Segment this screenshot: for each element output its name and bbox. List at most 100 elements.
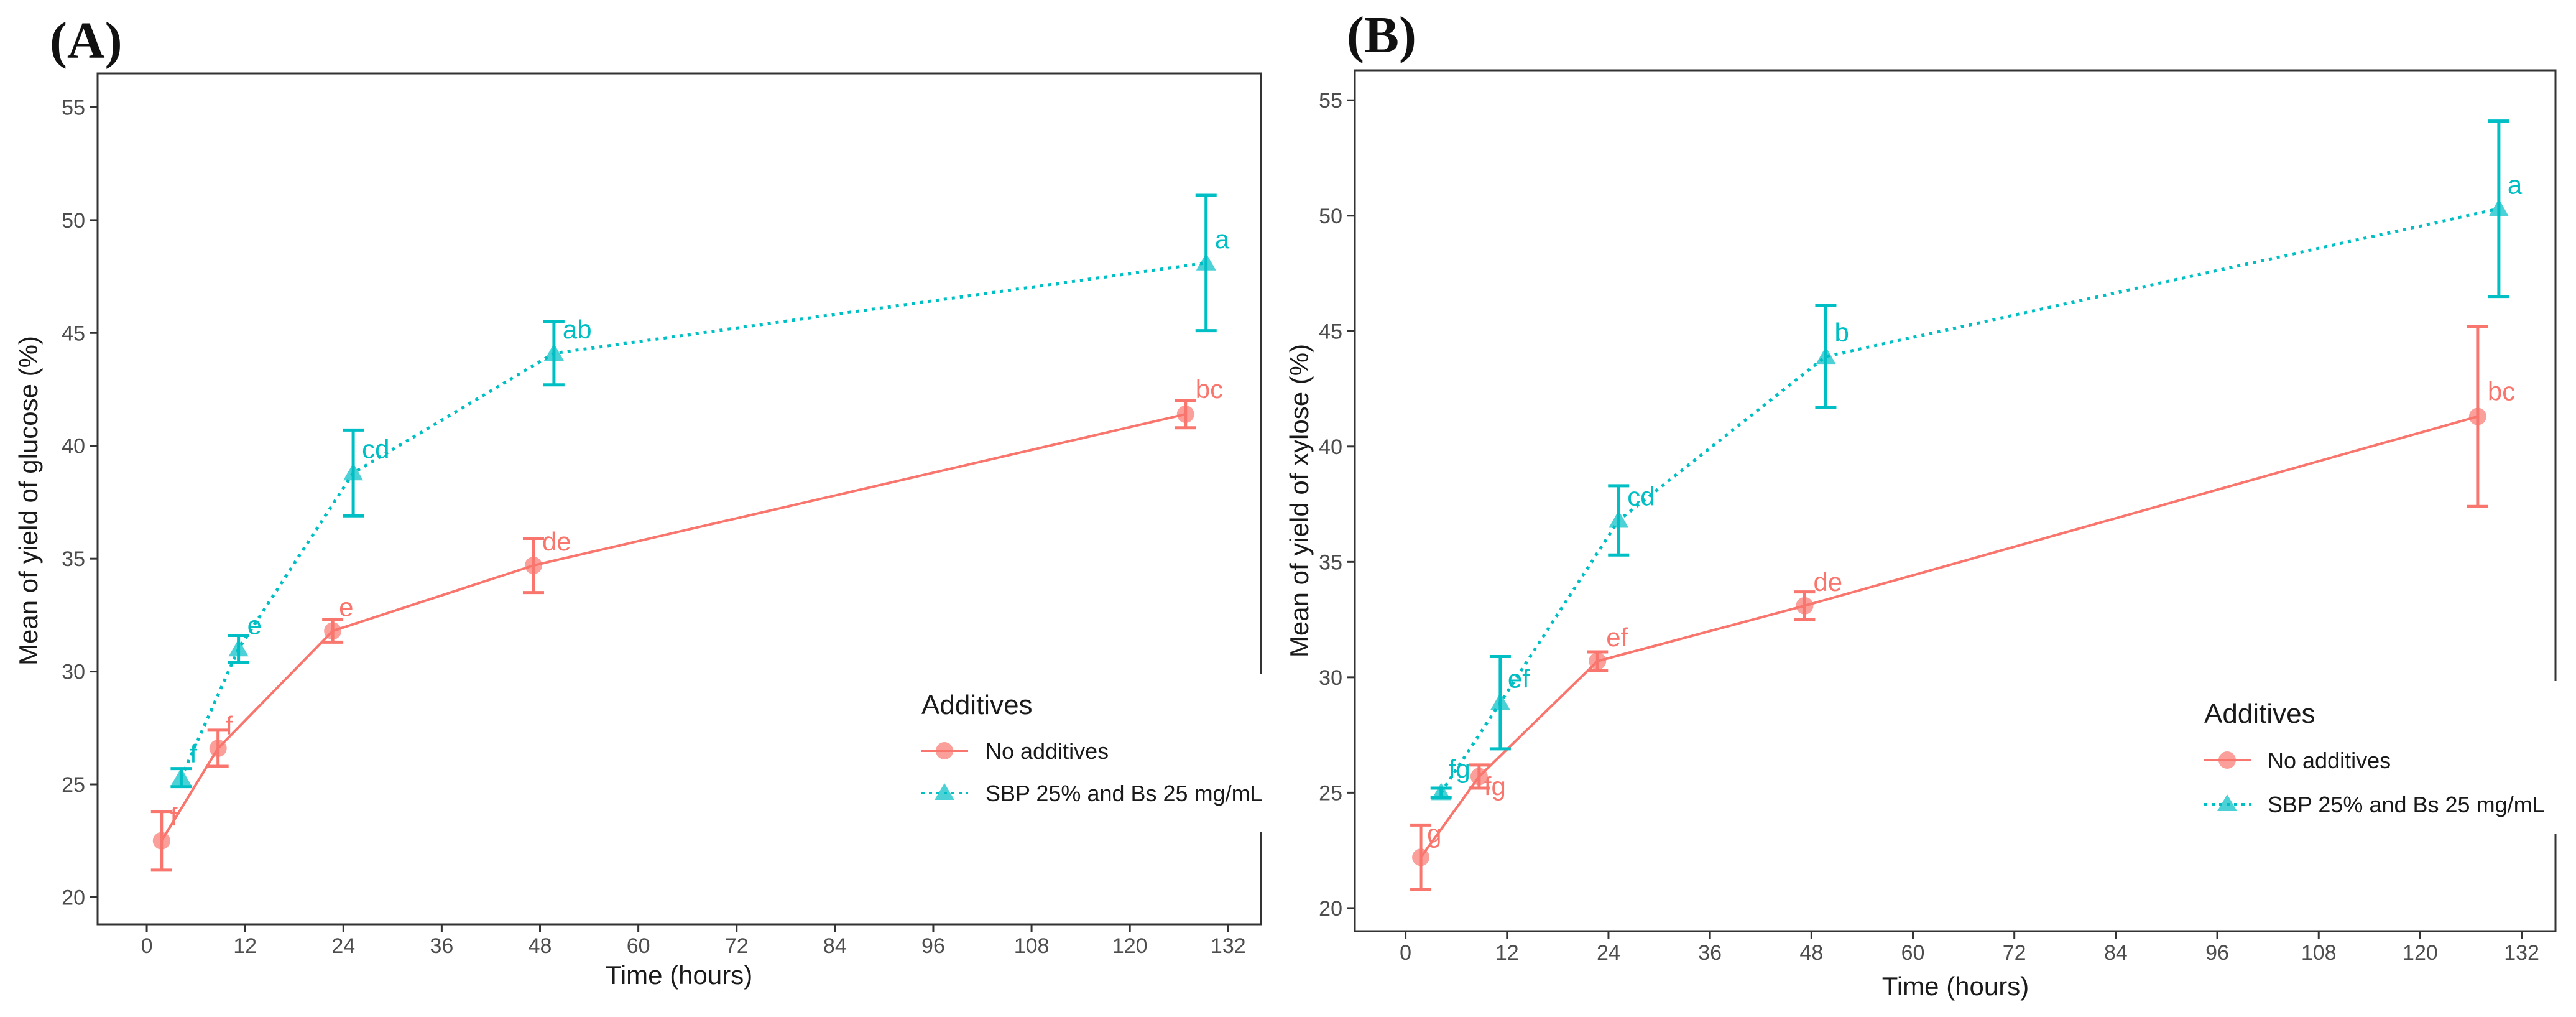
panel-b-legend: Additives No additives SBP 25% and Bs 25… xyxy=(2204,699,2545,817)
panel-a-legend-key-sbp xyxy=(921,783,968,800)
y-tick-label: 35 xyxy=(1319,550,1342,574)
significance-label: a xyxy=(2508,170,2523,200)
data-point xyxy=(152,832,170,850)
panel-a-axis-ticks: 0 12 24 36 48 60 72 84 96 108 120 132 20 25 30 35 40 45 50… xyxy=(62,96,1245,958)
panel-b-legend-label-no-additives: No additives xyxy=(2268,748,2391,773)
y-tick-label: 50 xyxy=(1319,205,1342,228)
significance-label: cd xyxy=(1627,482,1655,511)
x-tick-label: 0 xyxy=(141,934,153,958)
panel-a: (A) 0 12 24 36 48 60 72 84 96 108 120 132 20 25 30 35 40… xyxy=(14,12,1263,990)
significance-label: bc xyxy=(1196,374,1223,404)
y-tick-label: 30 xyxy=(62,661,85,684)
x-tick-label: 96 xyxy=(921,934,945,958)
panel-b-legend-label-sbp: SBP 25% and Bs 25 mg/mL xyxy=(2268,792,2545,817)
panel-a-label: (A) xyxy=(50,12,122,70)
x-tick-label: 48 xyxy=(529,934,552,958)
significance-label: ef xyxy=(1508,664,1530,694)
panel-a-legend: Additives No additives SBP 25% and Bs 25… xyxy=(921,690,1263,806)
panel-a-data-marks xyxy=(150,193,1217,872)
y-tick-label: 40 xyxy=(1319,435,1342,459)
panel-b-label: (B) xyxy=(1347,6,1416,64)
x-tick-label: 48 xyxy=(1799,941,1823,965)
x-tick-label: 0 xyxy=(1400,941,1411,965)
x-tick-label: 60 xyxy=(1901,941,1925,965)
data-point xyxy=(1816,346,1836,365)
x-tick-label: 108 xyxy=(1014,934,1050,958)
series-line xyxy=(180,261,1207,779)
panel-b-x-axis-title: Time (hours) xyxy=(1882,972,2029,1001)
significance-label: e xyxy=(247,610,262,639)
x-tick-label: 12 xyxy=(233,934,257,958)
y-tick-label: 45 xyxy=(1319,320,1342,343)
x-tick-label: 72 xyxy=(725,934,749,958)
panel-b-data-marks xyxy=(1410,119,2509,891)
x-tick-label: 12 xyxy=(1495,941,1519,965)
x-tick-label: 108 xyxy=(2301,941,2337,965)
y-tick-label: 25 xyxy=(1319,781,1342,805)
data-point xyxy=(1412,848,1430,866)
panel-b-legend-marker-no-additives xyxy=(2218,751,2236,769)
y-tick-label: 55 xyxy=(62,96,85,119)
significance-label: a xyxy=(1215,225,1230,254)
significance-label: de xyxy=(542,527,571,556)
panel-a-legend-label-sbp: SBP 25% and Bs 25 mg/mL xyxy=(986,781,1263,806)
panel-a-x-axis-title: Time (hours) xyxy=(606,960,752,990)
significance-label: ef xyxy=(1606,623,1628,652)
series-line xyxy=(160,412,1186,842)
data-point xyxy=(1176,405,1194,423)
data-point xyxy=(1796,597,1814,615)
significance-label: f xyxy=(226,711,233,740)
significance-label: e xyxy=(339,592,353,621)
panel-a-legend-marker-sbp xyxy=(935,783,954,800)
x-tick-label: 96 xyxy=(2205,941,2229,965)
data-point xyxy=(1431,782,1451,801)
significance-label: fg xyxy=(1449,754,1470,783)
data-point xyxy=(524,557,542,575)
significance-label: fg xyxy=(1484,771,1506,801)
panel-b-legend-key-no-additives xyxy=(2204,751,2251,769)
significance-label: f xyxy=(190,739,197,768)
y-tick-label: 55 xyxy=(1319,89,1342,113)
panel-b-legend-title: Additives xyxy=(2204,699,2315,729)
x-tick-label: 120 xyxy=(1112,934,1148,958)
panel-b-legend-marker-sbp xyxy=(2217,794,2237,811)
data-point xyxy=(1589,652,1607,670)
data-point xyxy=(1609,510,1629,528)
data-point xyxy=(2468,407,2486,425)
significance-label: g xyxy=(1427,819,1441,848)
y-tick-label: 20 xyxy=(62,886,85,909)
x-tick-label: 120 xyxy=(2403,941,2438,965)
data-point xyxy=(2488,198,2509,216)
series-line xyxy=(1439,207,2500,794)
panel-b-axis-ticks: 0 12 24 36 48 60 72 84 96 108 120 132 20 25 30 35 40 45 50… xyxy=(1319,89,2539,965)
y-tick-label: 25 xyxy=(62,773,85,797)
data-point xyxy=(171,768,192,786)
x-tick-label: 60 xyxy=(627,934,650,958)
panel-b-legend-key-sbp xyxy=(2204,794,2251,811)
panel-a-legend-title: Additives xyxy=(921,690,1033,720)
x-tick-label: 36 xyxy=(430,934,453,958)
panel-b-plot-border xyxy=(1354,69,2557,932)
significance-label: b xyxy=(1834,318,1849,347)
panel-b: (B) 0 12 24 36 48 60 72 84 96 108 120 132 20 25 30 35 40… xyxy=(1285,6,2557,1001)
significance-label: f xyxy=(170,802,178,832)
data-point xyxy=(343,463,364,481)
data-point xyxy=(209,739,227,757)
panel-b-sig-labels: g fg ef de bc fg ef cd b a xyxy=(1427,170,2523,848)
x-tick-label: 84 xyxy=(823,934,847,958)
y-tick-label: 30 xyxy=(1319,666,1342,690)
data-point xyxy=(1470,768,1488,786)
y-tick-label: 40 xyxy=(62,435,85,458)
x-tick-label: 24 xyxy=(331,934,355,958)
data-point xyxy=(324,622,342,640)
data-point xyxy=(543,343,564,361)
panel-a-legend-key-no-additives xyxy=(921,742,968,759)
y-tick-label: 35 xyxy=(62,547,85,571)
panel-b-y-axis-title: Mean of yield of xylose (%) xyxy=(1285,344,1314,657)
x-tick-label: 132 xyxy=(2504,941,2539,965)
panel-a-legend-marker-no-additives xyxy=(936,742,953,759)
y-tick-label: 50 xyxy=(62,209,85,233)
panel-a-plot-border xyxy=(96,72,1262,926)
